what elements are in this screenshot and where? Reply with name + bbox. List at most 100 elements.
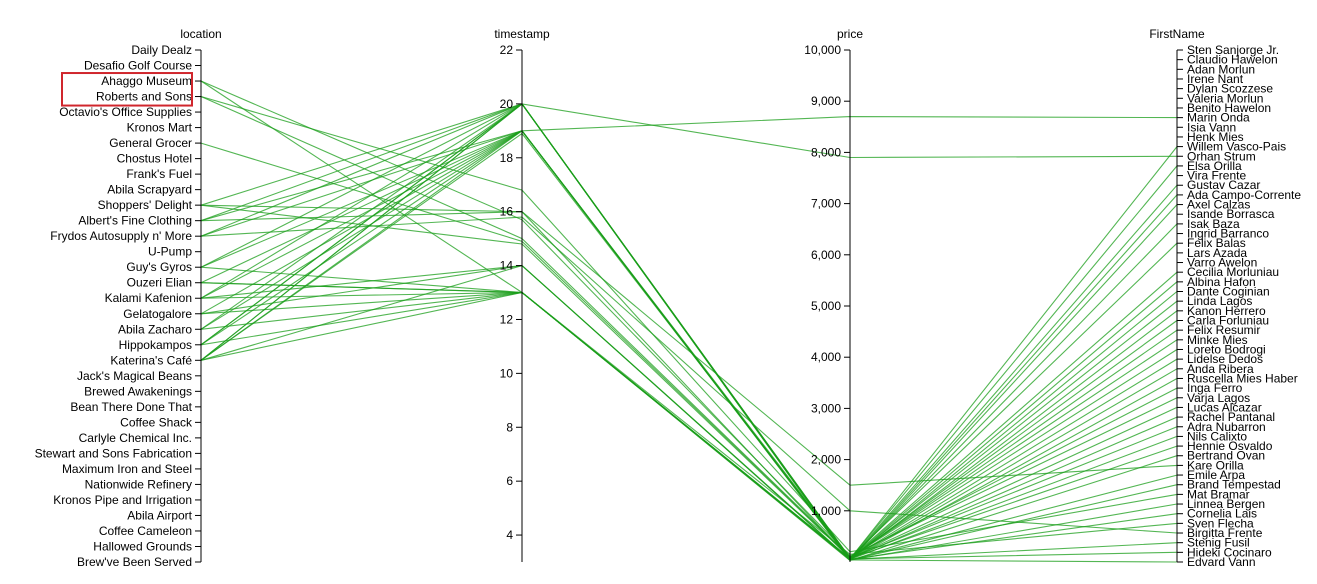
tick-label-ingrid-barranco: Ingrid Barranco	[1187, 227, 1269, 241]
tick-label-sven-flecha: Sven Flecha	[1187, 516, 1254, 530]
tick-label-desafio-golf-course: Desafio Golf Course	[84, 59, 192, 73]
tick-label-felix-resumir: Felix Resumir	[1187, 323, 1260, 337]
tick-label-8: 8	[506, 420, 513, 434]
tick-label-brewed-awakenings: Brewed Awakenings	[84, 384, 192, 398]
tick-label-2-000: 2,000	[811, 453, 841, 467]
axis-title-timestamp[interactable]: timestamp	[494, 27, 550, 41]
tick-label-elsa-orilla: Elsa Orilla	[1187, 159, 1242, 173]
polylines-layer	[200, 80, 1178, 563]
tick-label-10-000: 10,000	[804, 43, 841, 57]
record-line	[200, 132, 1178, 560]
tick-label-dylan-scozzese: Dylan Scozzese	[1187, 82, 1273, 96]
tick-label-carlyle-chemical-inc: Carlyle Chemical Inc.	[79, 431, 192, 445]
tick-label-cecilia-morluniau: Cecilia Morluniau	[1187, 265, 1279, 279]
tick-label-abila-zacharo: Abila Zacharo	[118, 322, 192, 336]
record-line	[200, 95, 1178, 553]
tick-label-gelatogalore: Gelatogalore	[123, 307, 192, 321]
tick-label-4: 4	[506, 528, 513, 542]
record-line	[200, 80, 1178, 555]
tick-label-edvard-vann: Edvard Vann	[1187, 555, 1256, 569]
tick-label-benito-hawelon: Benito Hawelon	[1187, 101, 1271, 115]
tick-label-guy-s-gyros: Guy's Gyros	[126, 260, 192, 274]
tick-label-vira-frente: Vira Frente	[1187, 169, 1246, 183]
tick-label-8-000: 8,000	[811, 145, 841, 159]
tick-label-lidelse-dedos: Lidelse Dedos	[1187, 352, 1263, 366]
tick-label-irene-nant: Irene Nant	[1187, 72, 1244, 86]
tick-label-roberts-and-sons: Roberts and Sons	[96, 90, 192, 104]
tick-label-1-000: 1,000	[811, 504, 841, 518]
tick-label-6: 6	[506, 474, 513, 488]
tick-label-9-000: 9,000	[811, 94, 841, 108]
tick-label-bean-there-done-that: Bean There Done That	[70, 400, 192, 414]
record-line	[200, 204, 1178, 560]
tick-label-rachel-pantanal: Rachel Pantanal	[1187, 410, 1275, 424]
axis-title-price[interactable]: price	[837, 27, 863, 41]
tick-label-henk-mies: Henk Mies	[1187, 130, 1244, 144]
tick-label-18: 18	[500, 151, 514, 165]
axis-title-location[interactable]: location	[180, 27, 221, 41]
tick-label-general-grocer: General Grocer	[109, 136, 192, 150]
tick-label-stewart-and-sons-fabrication: Stewart and Sons Fabrication	[35, 446, 192, 460]
record-line	[200, 103, 1178, 560]
tick-label-ouzeri-elian: Ouzeri Elian	[127, 276, 192, 290]
tick-label-16: 16	[500, 205, 514, 219]
tick-label-4-000: 4,000	[811, 350, 841, 364]
tick-label-linda-lagos: Linda Lagos	[1187, 294, 1252, 308]
tick-label-coffee-shack: Coffee Shack	[120, 415, 193, 429]
tick-label-carla-forluniau: Carla Forluniau	[1187, 313, 1269, 327]
record-line	[200, 130, 1178, 561]
tick-label-nationwide-refinery: Nationwide Refinery	[85, 477, 192, 491]
tick-label-adra-nubarron: Adra Nubarron	[1187, 420, 1266, 434]
tick-label-kanon-herrero: Kanon Herrero	[1187, 304, 1266, 318]
tick-label-u-pump: U-Pump	[148, 245, 192, 259]
tick-label-isande-borrasca: Isande Borrasca	[1187, 207, 1275, 221]
tick-label-varja-lagos: Varja Lagos	[1187, 391, 1250, 405]
record-line	[200, 282, 1178, 562]
tick-label-12: 12	[500, 312, 514, 326]
record-line	[200, 265, 1178, 561]
tick-label-kronos-pipe-and-irrigation: Kronos Pipe and Irrigation	[53, 493, 192, 507]
axis-location: location Daily Dealz Desafio Golf CourseAh…	[35, 27, 222, 569]
tick-label-daily-dealz: Daily Dealz	[131, 43, 192, 57]
record-line	[200, 282, 1178, 560]
tick-label-10: 10	[500, 366, 514, 380]
axis-firstname: FirstName Sten Sanjorge Jr.Claudio Hawelo…	[1149, 27, 1301, 569]
record-line	[200, 130, 1178, 561]
tick-label-ahaggo-museum: Ahaggo Museum	[101, 74, 192, 88]
tick-label-felix-balas: Felix Balas	[1187, 236, 1246, 250]
tick-label-chostus-hotel: Chostus Hotel	[117, 152, 192, 166]
highlight-layer	[61, 72, 193, 107]
tick-label-5-000: 5,000	[811, 299, 841, 313]
tick-label-albina-hafon: Albina Hafon	[1187, 275, 1256, 289]
tick-label-isak-baza: Isak Baza	[1187, 217, 1240, 231]
axis-title-firstname[interactable]: FirstName	[1149, 27, 1205, 41]
record-line	[200, 95, 1178, 558]
tick-label-emile-arpa: Emile Arpa	[1187, 468, 1245, 482]
axis-timestamp: timestamp 4 6 8 10 12 14 16 18 20 22	[494, 27, 550, 562]
tick-label-kronos-mart: Kronos Mart	[127, 121, 193, 135]
tick-label-7-000: 7,000	[811, 197, 841, 211]
tick-label-cornelia-lais: Cornelia Lais	[1187, 507, 1257, 521]
tick-label-kare-orilla: Kare Orilla	[1187, 458, 1244, 472]
record-line	[200, 204, 1178, 559]
tick-label-mat-bramar: Mat Bramar	[1187, 487, 1250, 501]
record-line	[200, 130, 1178, 561]
tick-label-albert-s-fine-clothing: Albert's Fine Clothing	[78, 214, 192, 228]
tick-label-axel-calzas: Axel Calzas	[1187, 198, 1250, 212]
record-line	[200, 116, 1178, 222]
selection-brush[interactable]	[61, 72, 193, 107]
record-line	[200, 130, 1178, 560]
tick-label-varro-awelon: Varro Awelon	[1187, 256, 1257, 270]
record-line	[200, 265, 1178, 561]
tick-label-gustav-cazar: Gustav Cazar	[1187, 178, 1260, 192]
axis-price: price 1,000 2,000 3,000 4,000 5,000 6,000 7,000…	[804, 27, 863, 562]
tick-label-stenig-fusil: Stenig Fusil	[1187, 536, 1250, 550]
record-line	[200, 142, 1178, 559]
tick-label-shoppers-delight: Shoppers' Delight	[98, 198, 193, 212]
tick-label-jack-s-magical-beans: Jack's Magical Beans	[77, 369, 192, 383]
tick-label-willem-vasco-pais: Willem Vasco-Pais	[1187, 140, 1286, 154]
tick-label-ada-campo-corrente: Ada Campo-Corrente	[1187, 188, 1301, 202]
tick-label-isia-vann: Isia Vann	[1187, 120, 1236, 134]
record-line	[200, 80, 1178, 557]
